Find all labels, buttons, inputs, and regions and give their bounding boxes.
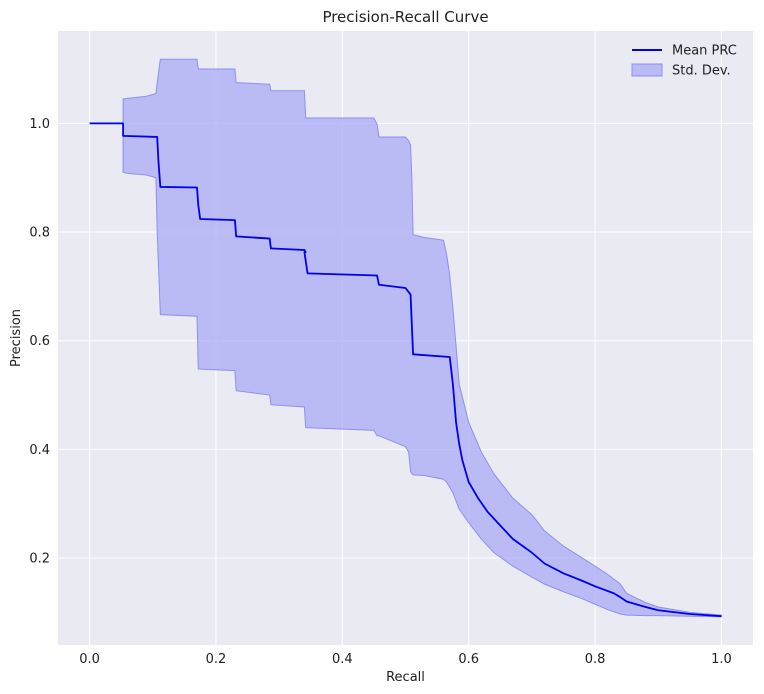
x-tick-label: 1.0 [711, 652, 732, 667]
x-tick-label: 0.6 [458, 652, 479, 667]
y-tick-label: 0.4 [29, 443, 50, 458]
x-tick-label: 0.2 [206, 652, 227, 667]
mean-prc-line [89, 122, 722, 618]
y-axis-label: Precision [9, 309, 24, 367]
x-tick-label: 0.4 [332, 652, 353, 667]
y-tick-label: 0.8 [29, 226, 50, 241]
y-tick-label: 0.6 [29, 334, 50, 349]
chart-title: Precision-Recall Curve [322, 8, 488, 26]
y-tick-label: 1.0 [29, 117, 50, 132]
mean-prc-line-layer [89, 122, 722, 618]
std-dev-band [122, 58, 722, 618]
legend-mean-prc-label: Mean PRC [672, 44, 737, 59]
x-tick-label: 0.0 [79, 652, 100, 667]
std-dev-band-layer [122, 58, 722, 618]
tick-labels: 0.0 0.2 0.4 0.6 0.8 1.0 0.2 0.4 0.6 0.8 1.0 [29, 117, 731, 667]
x-tick-label: 0.8 [585, 652, 606, 667]
x-axis-label: Recall [386, 670, 425, 685]
legend-std-dev-swatch [631, 63, 663, 77]
legend-std-dev-label: Std. Dev. [672, 64, 731, 79]
legend: Mean PRC Std. Dev. [631, 44, 737, 79]
y-tick-label: 0.2 [29, 552, 50, 567]
